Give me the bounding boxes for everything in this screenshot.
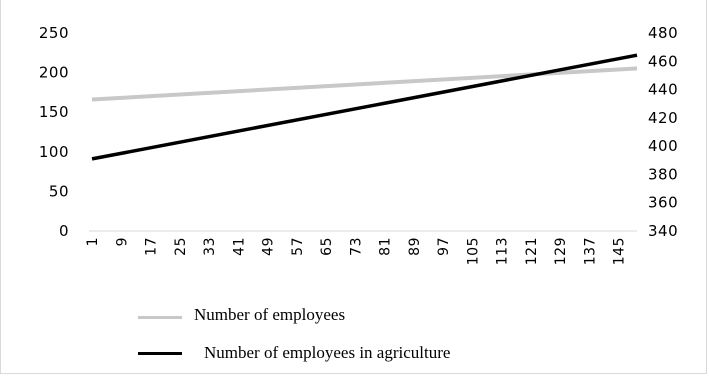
- left-tick-label: 200: [39, 64, 69, 82]
- x-axis-ticks: 1 9 17 25 33 41 49 57 65 73 81 89 97 105 113 121 129 137 1…: [85, 237, 628, 265]
- left-tick-label: 0: [59, 222, 69, 240]
- legend-swatch-agriculture: [138, 352, 182, 355]
- right-tick-label: 380: [648, 165, 678, 183]
- legend-label-employees: Number of employees: [194, 305, 346, 324]
- left-tick-label: 100: [39, 143, 69, 161]
- x-tick-label: 33: [202, 237, 218, 256]
- left-tick-label: 250: [39, 24, 69, 42]
- x-tick-label: 17: [144, 237, 160, 256]
- x-tick-label: 129: [553, 237, 569, 265]
- series-line-agriculture: [91, 53, 638, 161]
- right-tick-label: 440: [648, 81, 678, 99]
- right-tick-label: 460: [648, 52, 678, 70]
- x-tick-label: 113: [495, 237, 511, 265]
- x-tick-label: 25: [173, 237, 189, 256]
- x-tick-label: 1: [85, 237, 101, 246]
- legend-label-agriculture: Number of employees in agriculture: [204, 343, 451, 362]
- left-tick-label: 50: [49, 182, 69, 200]
- legend-swatch-employees: [138, 316, 182, 319]
- right-tick-label: 400: [648, 137, 678, 155]
- x-tick-label: 73: [348, 237, 364, 256]
- x-tick-label: 9: [114, 237, 130, 246]
- x-tick-label: 97: [436, 237, 452, 256]
- x-tick-label: 145: [612, 237, 628, 265]
- right-tick-label: 420: [648, 109, 678, 127]
- right-tick-label: 340: [648, 222, 678, 240]
- series-line-employees: [91, 66, 638, 102]
- right-tick-label: 360: [648, 194, 678, 212]
- left-axis-ticks: 0 50 100 150 200 250: [39, 24, 69, 240]
- x-tick-label: 121: [524, 237, 540, 265]
- right-tick-label: 480: [648, 24, 678, 42]
- x-tick-label: 137: [582, 237, 598, 265]
- x-tick-label: 105: [465, 237, 481, 265]
- x-tick-label: 81: [378, 237, 394, 256]
- left-tick-label: 150: [39, 103, 69, 121]
- x-tick-label: 57: [290, 237, 306, 256]
- x-tick-label: 89: [407, 237, 423, 256]
- right-axis-ticks: 340 360 380 400 420 440 460 480: [648, 24, 678, 240]
- series-lines: [91, 53, 638, 161]
- x-tick-label: 65: [319, 237, 335, 256]
- x-tick-label: 49: [261, 237, 277, 256]
- x-tick-label: 41: [231, 237, 247, 256]
